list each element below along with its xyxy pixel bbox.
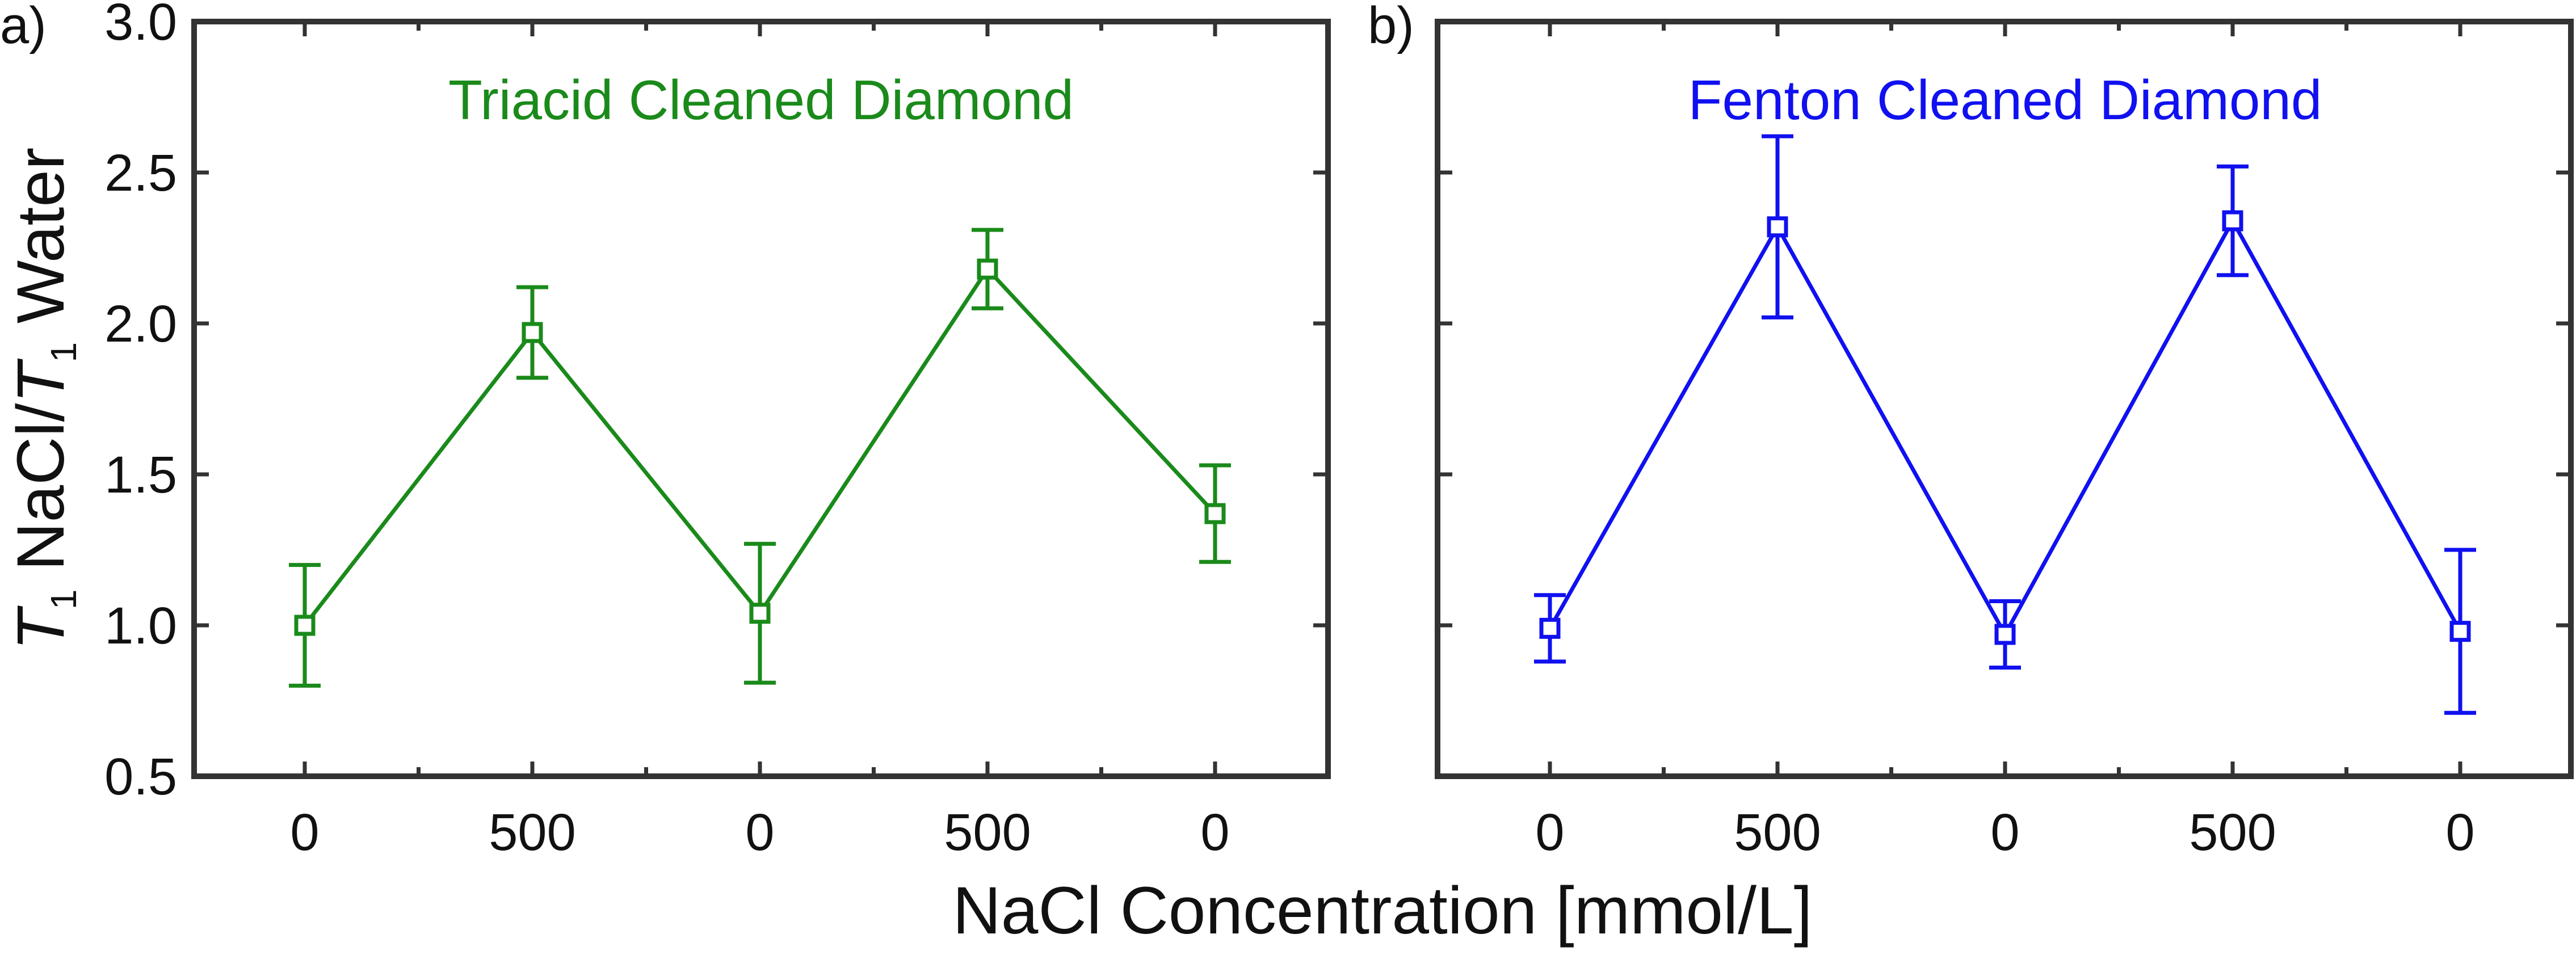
data-point [977, 258, 998, 280]
x-tick-label: 500 [944, 803, 1031, 861]
panel-b-title: Fenton Cleaned Diamond [1688, 69, 2322, 131]
panel-b-x-axis: 0 500 0 500 0 [1535, 22, 2475, 861]
x-tick-label: 0 [1535, 803, 1564, 861]
y-tick-label: 2.5 [104, 144, 177, 202]
y-tick-label: 1.0 [104, 597, 177, 655]
y-label-mid: NaCl/ [3, 403, 78, 589]
data-point [1204, 503, 1226, 524]
y-tick-label: 3.0 [104, 0, 177, 51]
panel-a-x-axis: 0 500 0 500 0 [290, 22, 1230, 861]
y-label-sub1: 1 [43, 589, 84, 609]
x-tick-label: 0 [745, 803, 774, 861]
data-point [1539, 617, 1561, 639]
data-point [1767, 216, 1788, 238]
panel-a-y-axis: 0.5 1.0 1.5 2.0 2.5 3.0 [104, 0, 1328, 806]
y-axis-label: T1 NaCl/T1 Water [3, 148, 84, 650]
panel-a-title: Triacid Cleaned Diamond [448, 69, 1074, 131]
panel-b-y-axis [1438, 19, 2571, 779]
y-label-end: Water [3, 148, 78, 342]
x-tick-label: 500 [1734, 803, 1821, 861]
panel-a-triacid: a) Triacid Cleaned Diamond 0.5 1.0 1.5 2.0 2… [0, 0, 1331, 861]
panel-b-label: b) [1368, 0, 1414, 54]
series-line [1548, 216, 2462, 639]
x-tick-label: 500 [2189, 803, 2276, 861]
y-tick-label: 0.5 [104, 748, 177, 806]
y-label-sub2: 1 [43, 342, 84, 363]
x-tick-label: 0 [1200, 803, 1229, 861]
y-label-t2: T [3, 358, 78, 403]
y-tick-label: 1.5 [104, 446, 177, 504]
panel-a-series [289, 228, 1231, 688]
y-label-t1: T [3, 605, 78, 650]
data-point [2222, 210, 2243, 232]
x-tick-label: 0 [1990, 803, 2019, 861]
data-point [749, 603, 771, 624]
x-tick-label: 0 [2445, 803, 2474, 861]
data-point [2449, 621, 2471, 642]
x-tick-label: 0 [290, 803, 319, 861]
data-point [522, 322, 543, 343]
x-tick-label: 500 [489, 803, 576, 861]
data-point [294, 615, 316, 636]
data-point [1994, 624, 2016, 645]
panel-b-fenton: b) Fenton Cleaned Diamond 0 500 0 500 0 [1368, 0, 2574, 861]
y-tick-label: 2.0 [104, 295, 177, 353]
panel-b-series [1534, 134, 2476, 715]
x-axis-label: NaCl Concentration [mmol/L] [953, 873, 1813, 948]
panel-a-label: a) [0, 0, 47, 54]
